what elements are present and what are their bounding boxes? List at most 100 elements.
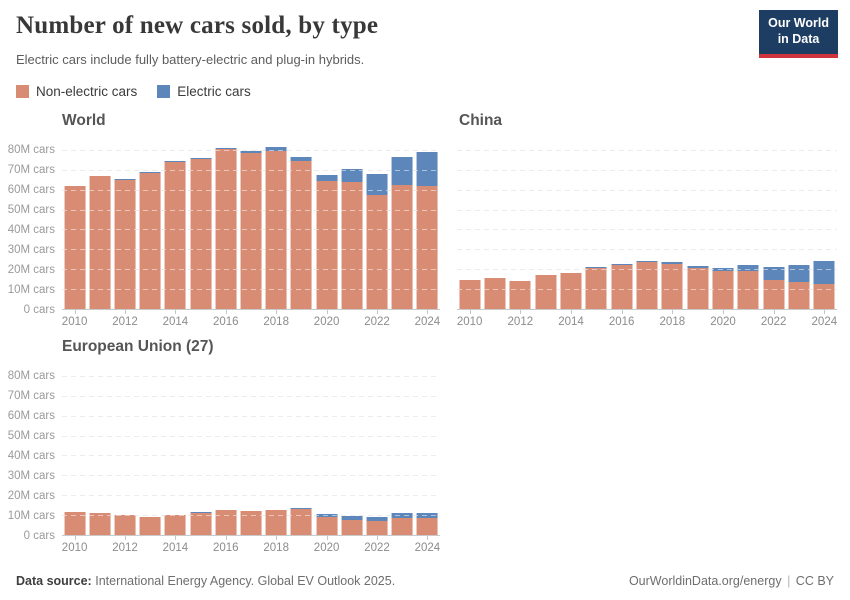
bar-segment-electric[interactable] [585, 267, 607, 269]
bar-segment-electric[interactable] [763, 267, 785, 280]
bar-segment-electric[interactable] [290, 156, 312, 162]
bar-segment-non-electric[interactable] [509, 281, 531, 309]
bar-segment-electric[interactable] [813, 260, 835, 285]
bar-2013[interactable] [535, 274, 557, 309]
bar-2019[interactable] [290, 507, 312, 535]
bar-2014[interactable] [560, 272, 582, 309]
bar-2022[interactable] [763, 267, 785, 309]
bar-segment-electric[interactable] [611, 263, 633, 266]
bar-segment-non-electric[interactable] [341, 181, 363, 309]
bar-2013[interactable] [139, 172, 161, 309]
bar-segment-electric[interactable] [416, 151, 438, 187]
bar-segment-electric[interactable] [215, 147, 237, 150]
bar-segment-electric[interactable] [636, 260, 658, 263]
bar-segment-non-electric[interactable] [240, 152, 262, 309]
bar-segment-non-electric[interactable] [391, 517, 413, 535]
bar-segment-non-electric[interactable] [190, 159, 212, 309]
bar-segment-non-electric[interactable] [215, 149, 237, 309]
bar-2018[interactable] [265, 146, 287, 309]
bar-2018[interactable] [265, 509, 287, 535]
bar-2014[interactable] [164, 515, 186, 535]
bar-segment-non-electric[interactable] [290, 508, 312, 535]
bar-segment-non-electric[interactable] [114, 514, 136, 535]
bar-segment-non-electric[interactable] [416, 186, 438, 309]
license-badge[interactable]: CC BY [795, 574, 834, 588]
bar-2016[interactable] [215, 147, 237, 309]
bar-segment-non-electric[interactable] [585, 268, 607, 309]
bar-segment-non-electric[interactable] [64, 185, 86, 309]
bar-segment-electric[interactable] [687, 265, 709, 269]
owid-url-link[interactable]: OurWorldinData.org/energy [628, 574, 782, 588]
bar-segment-electric[interactable] [341, 168, 363, 182]
bar-segment-electric[interactable] [240, 150, 262, 153]
bar-segment-electric[interactable] [737, 264, 759, 272]
bar-segment-electric[interactable] [265, 509, 287, 511]
bar-2020[interactable] [316, 174, 338, 309]
bar-2022[interactable] [366, 516, 388, 535]
bar-segment-non-electric[interactable] [139, 516, 161, 535]
bar-segment-non-electric[interactable] [316, 516, 338, 535]
bar-2010[interactable] [64, 511, 86, 535]
bar-segment-electric[interactable] [366, 516, 388, 521]
bar-segment-non-electric[interactable] [636, 262, 658, 309]
bar-2023[interactable] [391, 513, 413, 535]
bar-segment-non-electric[interactable] [366, 194, 388, 309]
bar-2011[interactable] [484, 278, 506, 309]
bar-2015[interactable] [585, 267, 607, 309]
bar-2020[interactable] [712, 268, 734, 309]
bar-segment-electric[interactable] [341, 516, 363, 520]
bar-segment-electric[interactable] [290, 507, 312, 509]
bar-segment-non-electric[interactable] [164, 161, 186, 309]
bar-segment-non-electric[interactable] [265, 510, 287, 535]
bar-segment-electric[interactable] [164, 161, 186, 162]
bar-2021[interactable] [341, 516, 363, 535]
bar-2012[interactable] [509, 281, 531, 309]
bar-2011[interactable] [89, 175, 111, 309]
bar-segment-non-electric[interactable] [215, 509, 237, 535]
bar-segment-non-electric[interactable] [813, 284, 835, 309]
bar-2019[interactable] [687, 265, 709, 309]
legend-item-non-electric[interactable]: Non-electric cars [16, 84, 137, 99]
bar-2017[interactable] [636, 260, 658, 309]
bar-2012[interactable] [114, 514, 136, 535]
bar-segment-non-electric[interactable] [661, 264, 683, 309]
bar-segment-non-electric[interactable] [459, 279, 481, 309]
bar-2016[interactable] [611, 263, 633, 309]
bar-segment-electric[interactable] [366, 173, 388, 195]
bar-2023[interactable] [391, 157, 413, 309]
bar-segment-non-electric[interactable] [290, 161, 312, 309]
bar-segment-non-electric[interactable] [64, 511, 86, 535]
bar-2020[interactable] [316, 514, 338, 535]
bar-2010[interactable] [64, 185, 86, 309]
bar-segment-electric[interactable] [661, 261, 683, 265]
bar-segment-electric[interactable] [391, 157, 413, 185]
bar-2024[interactable] [813, 260, 835, 309]
bar-2017[interactable] [240, 510, 262, 535]
bar-2024[interactable] [416, 513, 438, 535]
bar-segment-non-electric[interactable] [611, 265, 633, 309]
bar-segment-non-electric[interactable] [240, 510, 262, 535]
bar-segment-non-electric[interactable] [89, 175, 111, 309]
bar-2021[interactable] [737, 264, 759, 309]
bar-2017[interactable] [240, 150, 262, 309]
bar-segment-non-electric[interactable] [265, 150, 287, 309]
bar-segment-non-electric[interactable] [788, 281, 810, 309]
bar-2022[interactable] [366, 173, 388, 309]
bar-segment-electric[interactable] [788, 265, 810, 282]
bar-segment-non-electric[interactable] [535, 275, 557, 309]
bar-2021[interactable] [341, 168, 363, 309]
bar-segment-non-electric[interactable] [190, 512, 212, 535]
bar-segment-non-electric[interactable] [687, 268, 709, 309]
bar-2010[interactable] [459, 279, 481, 309]
bar-segment-non-electric[interactable] [164, 515, 186, 535]
bar-segment-non-electric[interactable] [763, 279, 785, 309]
bar-segment-non-electric[interactable] [114, 179, 136, 309]
bar-2014[interactable] [164, 161, 186, 309]
bar-segment-electric[interactable] [316, 174, 338, 181]
bar-2018[interactable] [661, 261, 683, 309]
bar-segment-non-electric[interactable] [712, 270, 734, 309]
bar-segment-electric[interactable] [190, 158, 212, 160]
bar-2012[interactable] [114, 179, 136, 309]
bar-segment-non-electric[interactable] [316, 180, 338, 309]
bar-segment-non-electric[interactable] [366, 520, 388, 535]
